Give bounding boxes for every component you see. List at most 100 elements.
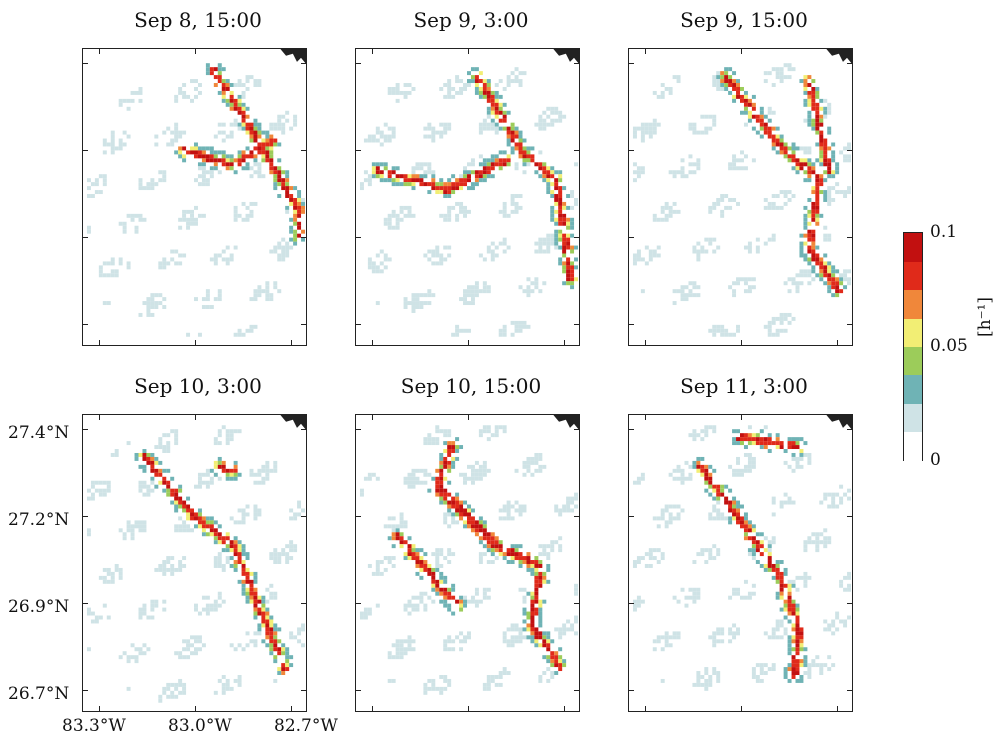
axis-tick: [741, 340, 742, 345]
axis-tick: [291, 706, 292, 711]
axis-tick: [847, 690, 852, 691]
axis-tick: [629, 63, 634, 64]
axis-tick: [629, 237, 634, 238]
axis-tick: [837, 706, 838, 711]
map-panel-5: [355, 414, 580, 712]
lat-tick-label-2: 27.2°N: [8, 510, 70, 530]
axis-tick: [574, 690, 579, 691]
map-panel-6: [628, 414, 853, 712]
axis-tick: [83, 63, 88, 64]
axis-tick: [301, 63, 306, 64]
axis-tick: [301, 690, 306, 691]
axis-tick: [301, 150, 306, 151]
heatmap-cells: [632, 63, 852, 337]
heatmap-6: [632, 415, 852, 691]
axis-tick: [564, 49, 565, 54]
axis-tick: [83, 237, 88, 238]
heatmap-cells: [86, 425, 306, 703]
axis-tick: [99, 415, 100, 420]
axis-tick: [372, 415, 373, 420]
heatmap-2: [359, 49, 579, 337]
colorbar-mid-label: 0.05: [930, 336, 968, 356]
heatmap-cells: [359, 67, 579, 337]
axis-tick: [356, 237, 361, 238]
heatmap-cells: [632, 425, 852, 691]
axis-tick: [837, 49, 838, 54]
colorbar-min-label: 0: [930, 450, 941, 470]
axis-tick: [291, 49, 292, 54]
coastline: [553, 415, 579, 430]
lat-tick-label-3: 26.9°N: [8, 597, 70, 617]
axis-tick: [574, 429, 579, 430]
axis-tick: [574, 324, 579, 325]
lon-tick-label-2: 83.0°W: [168, 716, 232, 736]
axis-tick: [468, 415, 469, 420]
colorbar-segment: [904, 346, 922, 376]
axis-tick: [847, 429, 852, 430]
axis-tick: [574, 516, 579, 517]
colorbar-segment: [904, 261, 922, 291]
panel-title-2: Sep 9, 3:00: [413, 8, 529, 32]
axis-tick: [847, 516, 852, 517]
lon-tick-label-3: 82.7°W: [274, 716, 338, 736]
coastline: [553, 49, 579, 64]
axis-tick: [741, 49, 742, 54]
axis-tick: [83, 150, 88, 151]
coastline: [280, 49, 306, 64]
colorbar-unit-label: [h⁻¹]: [975, 296, 995, 337]
panel-title-5: Sep 10, 15:00: [400, 374, 542, 398]
axis-tick: [372, 706, 373, 711]
map-panel-4: [82, 414, 307, 712]
axis-tick: [847, 603, 852, 604]
coastline: [826, 415, 852, 430]
coastline: [826, 49, 852, 64]
axis-tick: [468, 706, 469, 711]
coastline: [280, 415, 306, 430]
axis-tick: [629, 324, 634, 325]
map-panel-1: [82, 48, 307, 346]
axis-tick: [645, 415, 646, 420]
axis-tick: [574, 150, 579, 151]
axis-tick: [372, 340, 373, 345]
axis-tick: [83, 603, 88, 604]
axis-tick: [195, 706, 196, 711]
heatmap-3: [632, 49, 852, 337]
axis-tick: [291, 340, 292, 345]
axis-tick: [356, 324, 361, 325]
axis-tick: [356, 690, 361, 691]
axis-tick: [356, 63, 361, 64]
lat-tick-label-4: 26.7°N: [8, 684, 70, 704]
colorbar-segment: [904, 233, 922, 262]
axis-tick: [195, 415, 196, 420]
axis-tick: [629, 690, 634, 691]
axis-tick: [645, 49, 646, 54]
colorbar: [903, 232, 923, 461]
axis-tick: [574, 237, 579, 238]
axis-tick: [356, 603, 361, 604]
axis-tick: [301, 429, 306, 430]
axis-tick: [99, 340, 100, 345]
axis-tick: [629, 429, 634, 430]
panel-title-4: Sep 10, 3:00: [134, 374, 262, 398]
axis-tick: [847, 324, 852, 325]
lon-tick-label-1: 83.3°W: [62, 716, 126, 736]
axis-tick: [356, 429, 361, 430]
axis-tick: [847, 150, 852, 151]
axis-tick: [83, 429, 88, 430]
axis-tick: [301, 237, 306, 238]
axis-tick: [99, 706, 100, 711]
axis-tick: [629, 516, 634, 517]
panel-title-1: Sep 8, 15:00: [134, 8, 262, 32]
axis-tick: [195, 49, 196, 54]
panel-title-6: Sep 11, 3:00: [680, 374, 808, 398]
axis-tick: [574, 603, 579, 604]
colorbar-segment: [904, 403, 922, 433]
axis-tick: [645, 706, 646, 711]
colorbar-segment: [904, 374, 922, 404]
heatmap-4: [86, 415, 306, 703]
axis-tick: [741, 415, 742, 420]
axis-tick: [291, 415, 292, 420]
axis-tick: [645, 340, 646, 345]
lat-tick-label-1: 27.4°N: [8, 423, 70, 443]
axis-tick: [629, 150, 634, 151]
